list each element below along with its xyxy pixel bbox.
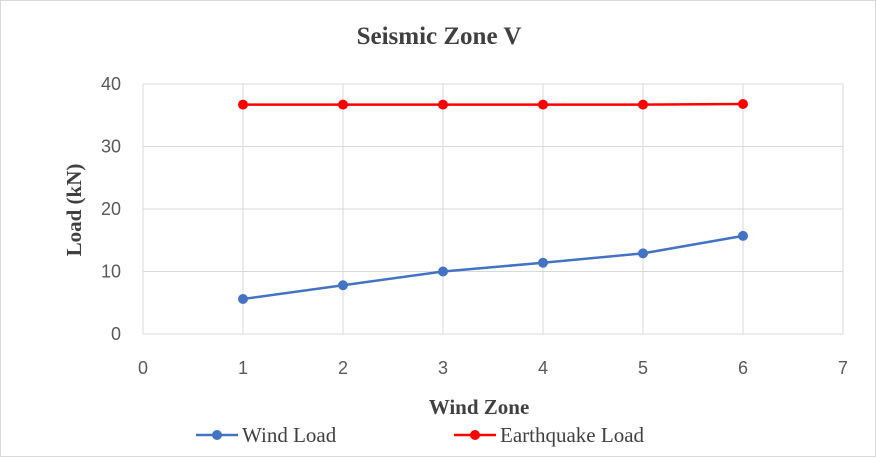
data-point: [338, 280, 348, 291]
data-point: [238, 99, 248, 110]
series-line: [242, 234, 744, 301]
legend-label: Wind Load: [242, 423, 337, 447]
series-0: [238, 230, 748, 304]
y-tick-label: 0: [111, 324, 121, 344]
data-point: [738, 99, 748, 109]
x-tick-label: 3: [438, 358, 448, 378]
x-tick-label: 5: [638, 358, 648, 378]
legend-marker: [470, 430, 480, 440]
data-point: [438, 266, 448, 277]
x-tick-label: 7: [838, 358, 848, 378]
x-tick-label: 2: [338, 358, 348, 378]
data-point: [738, 230, 748, 241]
data-point: [538, 257, 548, 268]
legend-label: Earthquake Load: [500, 423, 645, 447]
data-point: [438, 99, 448, 110]
x-tick-label: 0: [138, 358, 148, 378]
y-tick-label: 20: [101, 199, 121, 219]
y-tick-label: 30: [101, 137, 121, 157]
chart-title: Seismic Zone V: [357, 23, 522, 50]
data-point: [338, 99, 348, 110]
y-tick-labels: 0 10 20 30 40: [101, 74, 121, 344]
x-tick-labels: 0 1 2 3 4 5 6 7: [138, 358, 848, 378]
series-line: [243, 102, 744, 106]
series: [238, 99, 748, 304]
y-tick-label: 10: [101, 262, 121, 282]
data-point: [238, 294, 248, 304]
x-axis-title: Wind Zone: [429, 395, 530, 419]
y-tick-label: 40: [101, 74, 121, 94]
x-tick-label: 4: [538, 358, 548, 378]
x-tick-label: 6: [738, 358, 748, 378]
data-point: [638, 248, 648, 259]
legend-item: Earthquake Load: [454, 423, 645, 447]
data-point: [538, 99, 548, 110]
gridlines: [142, 83, 844, 335]
legend: Wind Load Earthquake Load: [196, 423, 645, 447]
x-tick-label: 1: [238, 358, 248, 378]
series-1: [238, 99, 748, 110]
y-axis-title: Load (kN): [62, 164, 86, 257]
legend-marker: [212, 430, 222, 440]
data-point: [638, 99, 648, 110]
legend-item: Wind Load: [196, 423, 337, 447]
